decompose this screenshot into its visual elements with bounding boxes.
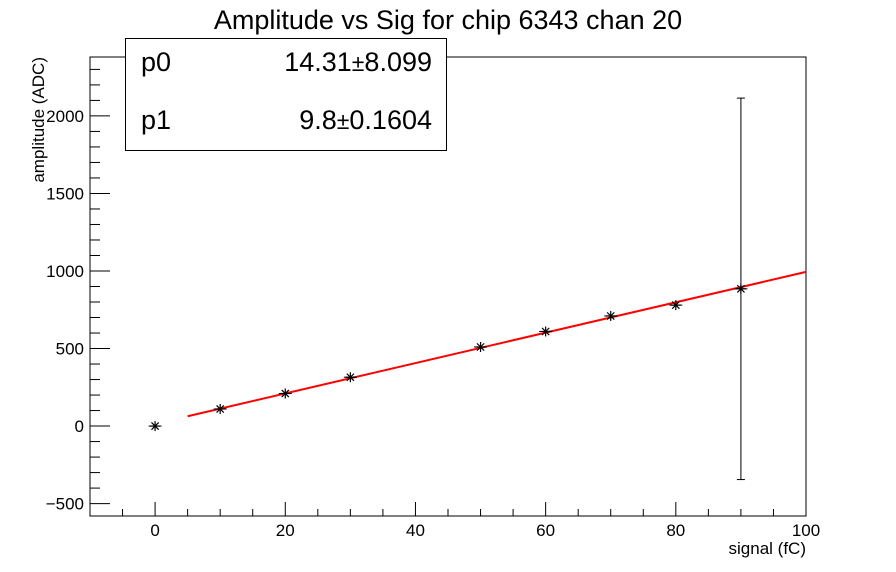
y-tick-label: 1500 [46, 184, 84, 203]
data-point [669, 300, 683, 311]
x-tick-label: 20 [276, 521, 295, 540]
plus-minus-symbol: ± [336, 108, 350, 134]
marker-stroke [346, 373, 355, 382]
marker-stroke [541, 327, 550, 336]
data-point [604, 310, 618, 321]
data-point [148, 421, 162, 432]
marker-stroke [151, 422, 160, 431]
data-points-layer [148, 97, 748, 481]
x-tick-label: 80 [666, 521, 685, 540]
chart-title: Amplitude vs Sig for chip 6343 chan 20 [214, 5, 682, 35]
y-tick-label: −500 [46, 495, 84, 514]
y-tick-label: 1000 [46, 262, 84, 281]
data-point [734, 97, 748, 481]
marker-stroke [606, 311, 615, 320]
marker-stroke [476, 342, 485, 352]
y-tick-label: 500 [56, 340, 84, 359]
y-tick-label: 0 [75, 417, 84, 436]
data-point [278, 388, 292, 399]
x-axis: 0 20 40 60 80 100 [89, 502, 820, 540]
data-point [539, 326, 553, 337]
stats-param-name: p1 [141, 105, 172, 135]
x-tick-label: 0 [150, 521, 159, 540]
x-tick-label: 60 [536, 521, 555, 540]
stats-row-p1: p1 9.8±0.1604 [126, 105, 446, 145]
stats-value-number: 9.8 [299, 105, 337, 135]
data-point [474, 341, 488, 352]
marker-stroke [671, 301, 680, 310]
y-axis: −500 0 500 1000 1500 2000 [46, 68, 110, 514]
stats-row-p0: p0 14.31±8.099 [126, 47, 446, 87]
plus-minus-symbol: ± [351, 50, 365, 76]
x-tick-label: 100 [792, 521, 820, 540]
fit-line [187, 270, 807, 418]
x-tick-label: 40 [406, 521, 425, 540]
marker-stroke [736, 284, 745, 293]
y-tick-label: 2000 [46, 107, 84, 126]
fit-line-layer [187, 270, 807, 418]
stats-value-number: 14.31 [284, 47, 352, 77]
stats-param-name: p0 [141, 47, 172, 77]
stats-error-number: 0.1604 [349, 105, 432, 135]
data-point [213, 404, 227, 415]
marker-stroke [281, 389, 290, 398]
stats-param-value: 14.31±8.099 [284, 47, 432, 78]
y-axis-label: amplitude (ADC) [29, 57, 48, 183]
stats-param-value: 9.8±0.1604 [299, 105, 432, 136]
data-point [343, 372, 357, 383]
fit-stats-box: p0 14.31±8.099 p1 9.8±0.1604 [125, 38, 447, 151]
stats-error-number: 8.099 [364, 47, 432, 77]
x-axis-label: signal (fC) [729, 539, 806, 558]
marker-stroke [216, 404, 225, 414]
